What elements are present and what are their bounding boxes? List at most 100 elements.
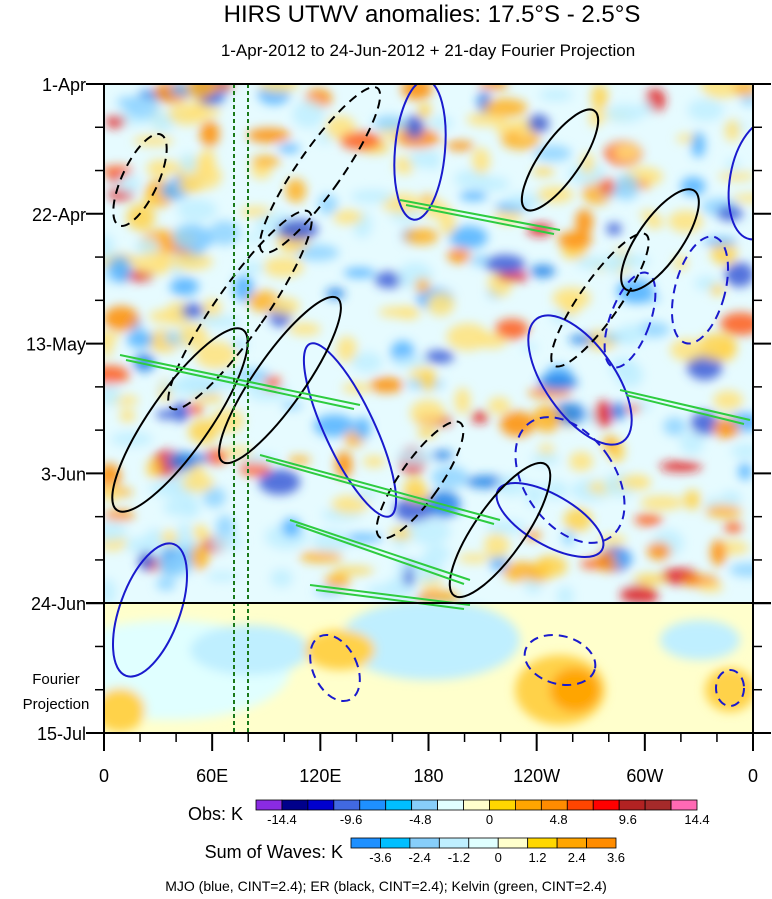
obs-blob [610, 402, 627, 420]
fourier-label-line1: Fourier [32, 671, 80, 688]
colorbar-swatch [644, 799, 672, 811]
obs-blob [563, 507, 592, 532]
obs-blob [532, 404, 562, 433]
chart-title: HIRS UTWV anomalies: 17.5°S - 2.5°S [224, 1, 641, 28]
obs-blob [537, 374, 578, 391]
obs-blob [698, 582, 724, 593]
y-axis: 1-Apr 22-Apr 13-May 3-Jun 24-Jun 15-Jul [26, 75, 771, 744]
kelvin-contour [259, 454, 501, 521]
obs-blob [374, 271, 404, 289]
obs-blob [576, 256, 614, 270]
obs-blob [339, 131, 382, 150]
obs-blob [683, 489, 701, 510]
obs-blob [104, 334, 114, 358]
obs-blob [738, 462, 752, 481]
obs-blob [607, 254, 651, 268]
obs-blob [556, 586, 574, 607]
colorbar-swatch [515, 799, 542, 811]
obs-blob [532, 167, 555, 176]
obs-blob [288, 322, 321, 336]
obs-blob [239, 262, 265, 274]
obs-blob [634, 514, 663, 526]
colorbar-swatch [438, 837, 470, 849]
obs-blob [104, 510, 135, 521]
obs-blob [332, 566, 375, 575]
colorbar-swatch [586, 837, 617, 849]
colorbar-swatch [359, 799, 387, 811]
obs-blob [183, 105, 221, 119]
obs-blob [373, 115, 407, 132]
colorbar-swatch [463, 799, 490, 811]
colorbar-tick-label: 0 [486, 812, 493, 827]
obs-blob [287, 455, 311, 465]
obs-blob [539, 89, 573, 102]
obs-blob [522, 342, 538, 353]
er-contour [258, 86, 382, 254]
obs-blob [324, 573, 351, 589]
obs-blob [123, 537, 159, 554]
obs-blob [496, 475, 527, 497]
y-tick-label: 3-Jun [41, 464, 86, 484]
kelvin-contour [289, 519, 471, 581]
mjo-contour [727, 119, 753, 241]
obs-blob [659, 461, 702, 472]
obs-blob [729, 562, 753, 577]
mjo-contour [393, 84, 447, 221]
obs-blob [251, 155, 281, 168]
obs-blob [504, 192, 547, 208]
obs-blob [169, 277, 199, 296]
colorbar-tick-label: -4.8 [409, 812, 431, 827]
obs-blob [195, 155, 212, 167]
y-tick-label: 13-May [26, 335, 86, 355]
waves-colorbar-label: Sum of Waves: K [205, 842, 343, 862]
colorbar-tick-label: 4.8 [550, 812, 568, 827]
obs-blob [534, 555, 568, 578]
obs-blob [710, 539, 727, 566]
y-tick-label: 22-Apr [32, 205, 86, 225]
obs-blob [612, 552, 633, 565]
kelvin-contour [315, 589, 465, 610]
obs-blob [262, 256, 304, 278]
obs-blob [299, 551, 343, 563]
colorbar-tick-label: 1.2 [528, 850, 546, 865]
obs-blob [104, 165, 133, 177]
er-contour [620, 188, 700, 292]
colorbar-swatch [409, 837, 440, 849]
projection-blob [660, 620, 740, 660]
obs-blob [499, 411, 535, 437]
obs-blob [343, 267, 376, 278]
obs-blob [317, 132, 332, 145]
obs-blob [277, 144, 300, 153]
wave-contours [111, 84, 753, 707]
projection-blob [340, 600, 520, 680]
obs-blob [354, 417, 371, 440]
obs-blob [427, 115, 454, 130]
obs-blob [397, 448, 434, 466]
obs-blob [476, 176, 510, 192]
y-tick-label: 24-Jun [31, 594, 86, 614]
obs-blob [247, 128, 291, 143]
obs-blob [157, 554, 193, 577]
obs-blob [104, 234, 115, 261]
obs-blob [446, 141, 475, 151]
obs-blob [104, 578, 117, 606]
obs-blob [598, 534, 627, 546]
obs-blob [709, 284, 725, 296]
obs-blob [331, 495, 369, 515]
obs-blob [394, 496, 434, 523]
projection-blob [305, 630, 375, 670]
obs-blob [215, 514, 235, 542]
projection-blob [705, 668, 753, 712]
projection-blob [104, 688, 145, 732]
obs-anomaly-field [104, 84, 753, 615]
obs-blob [731, 443, 753, 459]
obs-blob [199, 120, 220, 147]
obs-blob [181, 473, 215, 493]
obs-blob [527, 114, 550, 133]
x-axis: 0 60E 120E 180 120W 60W 0 [99, 733, 758, 786]
obs-blob [446, 323, 489, 351]
obs-blob [670, 338, 705, 361]
obs-blob [179, 153, 199, 174]
colorbar-swatch [380, 837, 411, 849]
obs-blob [172, 401, 190, 423]
